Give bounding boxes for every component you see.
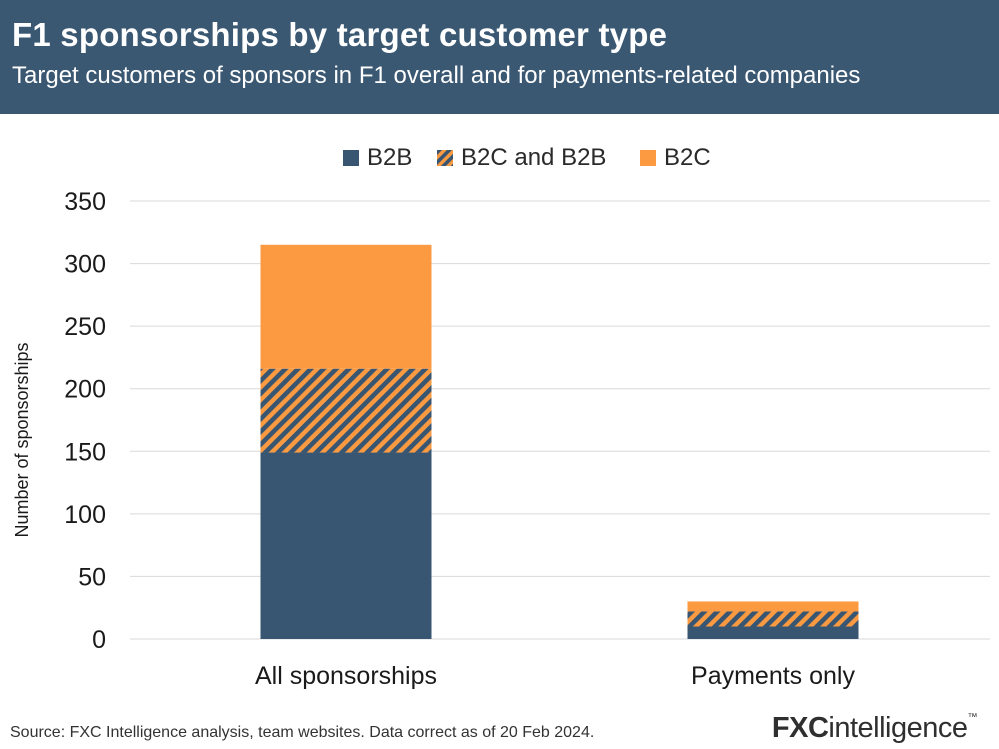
bar-segment-b2c-and-b2b-1 [687,611,859,627]
legend-label-b2c-and-b2b: B2C and B2B [461,144,607,171]
legend-label-b2c: B2C [664,144,711,171]
bar-segment-b2b-0 [260,452,432,639]
bar-segment-b2c-and-b2b-0 [260,368,432,453]
x-tick-label: All sponsorships [255,662,437,690]
legend-swatch-b2b [343,150,359,166]
header-banner: F1 sponsorships by target customer type … [0,0,999,114]
legend-item-b2c: B2C [640,144,711,172]
bar-segment-b2c-1 [687,601,859,612]
x-axis-ticks: All sponsorships Payments only [255,662,855,690]
brand-trademark: ™ [967,712,978,723]
y-tick-label: 100 [64,501,106,529]
brand-suffix: intelligence [828,712,968,744]
y-tick-label: 250 [64,313,106,341]
y-tick-label: 200 [64,376,106,404]
y-axis-label: Number of sponsorships [12,342,32,537]
gridlines [130,200,990,640]
chart-legend: B2B B2C and B2B B2C [0,140,999,176]
legend-item-b2c-and-b2b: B2C and B2B [437,144,606,172]
chart-plot-area: 0 50 100 150 200 250 300 350 All sponsorships Pa… [12,188,990,690]
brand-logo: FXCintelligence™ [771,712,978,745]
legend-swatch-b2c [640,150,656,166]
source-note: Source: FXC Intelligence analysis, team … [10,724,595,741]
bar-segment-b2b-1 [687,626,859,639]
y-tick-label: 350 [64,188,106,216]
chart-title: F1 sponsorships by target customer type [12,16,668,53]
x-tick-label: Payments only [691,662,855,690]
y-axis-ticks: 0 50 100 150 200 250 300 350 [64,188,106,654]
y-tick-label: 0 [92,626,106,654]
brand-prefix: FXC [771,712,829,744]
y-tick-label: 150 [64,438,106,466]
legend-item-b2b: B2B [343,144,412,172]
y-tick-label: 50 [78,563,106,591]
chart-subtitle: Target customers of sponsors in F1 overa… [12,62,861,89]
y-tick-label: 300 [64,251,106,279]
bars [260,244,859,639]
bar-segment-b2c-0 [260,244,432,369]
legend-label-b2b: B2B [367,144,413,171]
legend-swatch-b2c-and-b2b [437,150,453,166]
